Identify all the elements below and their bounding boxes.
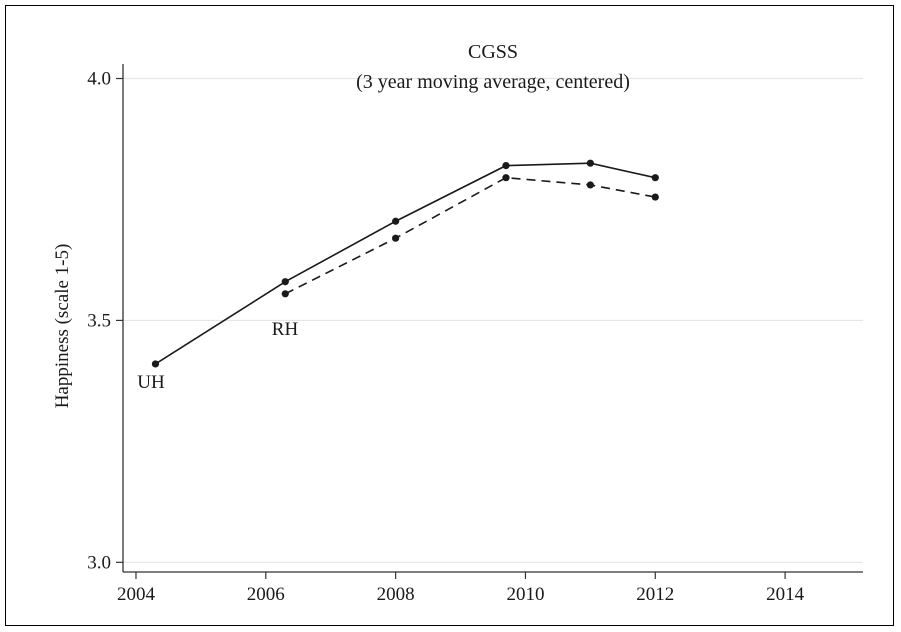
x-tick-label: 2004 <box>117 584 156 605</box>
x-tick-label: 2014 <box>766 584 805 605</box>
data-point-uh <box>151 360 160 368</box>
y-tick-label: 3.5 <box>87 310 111 331</box>
series-lines <box>155 162 656 365</box>
y-tick-label: 3.0 <box>87 552 111 573</box>
x-tick-label: 2006 <box>247 584 285 605</box>
data-point-rh <box>502 174 510 182</box>
series-line-rh <box>284 176 656 295</box>
x-tick-label: 2008 <box>377 584 415 605</box>
data-point-rh <box>651 193 659 201</box>
data-point-uh <box>392 217 400 225</box>
data-point-rh <box>281 290 289 298</box>
line-chart: 3.0 3.5 4.0 2004 2006 2008 2010 2012 2014 CGSS (… <box>52 41 863 605</box>
data-point-uh <box>586 159 594 167</box>
chart-title: CGSS <box>468 41 518 63</box>
data-point-rh <box>392 234 400 242</box>
series-line-uh <box>155 162 656 365</box>
data-points <box>151 159 659 368</box>
x-tick-label: 2010 <box>506 584 544 605</box>
axes: 3.0 3.5 4.0 2004 2006 2008 2010 2012 2014 <box>87 64 863 605</box>
x-tick-label: 2012 <box>636 584 674 605</box>
chart-frame: 3.0 3.5 4.0 2004 2006 2008 2010 2012 2014 CGSS (… <box>5 5 894 626</box>
chart-subtitle: (3 year moving average, centered) <box>356 71 630 93</box>
y-axis-label: Happiness (scale 1-5) <box>52 244 73 409</box>
series-label-uh: UH <box>137 372 165 393</box>
y-tick-label: 4.0 <box>87 69 111 90</box>
series-label-rh: RH <box>272 319 299 340</box>
data-point-uh <box>281 278 289 286</box>
data-point-uh <box>651 174 659 182</box>
data-point-uh <box>502 162 510 170</box>
data-point-rh <box>586 181 594 189</box>
grid-lines <box>123 77 863 563</box>
